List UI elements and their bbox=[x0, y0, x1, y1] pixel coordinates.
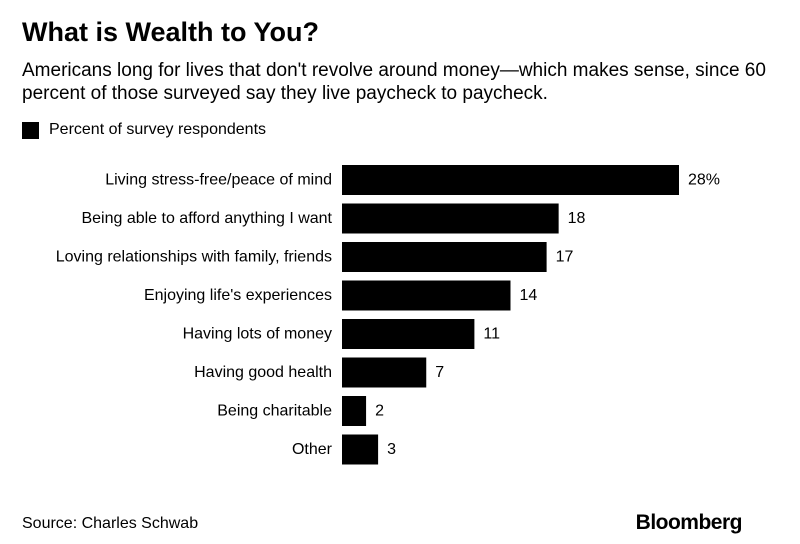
legend: Percent of survey respondents bbox=[22, 120, 266, 140]
bloomberg-logo: Bloomberg bbox=[635, 511, 743, 534]
category-label: Having good health bbox=[194, 364, 332, 381]
value-label: 7 bbox=[435, 364, 444, 381]
legend-swatch bbox=[22, 121, 39, 139]
bar bbox=[342, 280, 511, 311]
category-label: Being charitable bbox=[217, 403, 332, 420]
bar bbox=[342, 319, 475, 349]
category-label: Other bbox=[292, 441, 333, 458]
bar bbox=[342, 242, 547, 272]
chart-title: What is Wealth to You? bbox=[22, 17, 319, 47]
bar bbox=[342, 434, 379, 465]
category-label: Enjoying life's experiences bbox=[144, 287, 332, 304]
category-label: Living stress-free/peace of mind bbox=[105, 172, 332, 189]
value-label: 17 bbox=[556, 249, 574, 266]
chart-subtitle: Americans long for lives that don't revo… bbox=[22, 60, 766, 104]
bar bbox=[342, 165, 679, 195]
value-label: 14 bbox=[520, 287, 538, 304]
value-label: 3 bbox=[387, 441, 396, 458]
bar bbox=[342, 203, 559, 234]
legend-label: Percent of survey respondents bbox=[49, 121, 267, 138]
value-label: 11 bbox=[483, 326, 500, 343]
category-label: Loving relationships with family, friend… bbox=[56, 249, 332, 266]
source-note: Source: Charles Schwab bbox=[22, 515, 199, 532]
value-label: 2 bbox=[375, 403, 384, 420]
value-label: 28% bbox=[688, 172, 720, 189]
category-label: Being able to afford anything I want bbox=[81, 210, 332, 227]
value-label: 18 bbox=[568, 210, 586, 227]
bar bbox=[342, 396, 367, 426]
category-label: Having lots of money bbox=[183, 326, 332, 343]
bar bbox=[342, 357, 427, 388]
